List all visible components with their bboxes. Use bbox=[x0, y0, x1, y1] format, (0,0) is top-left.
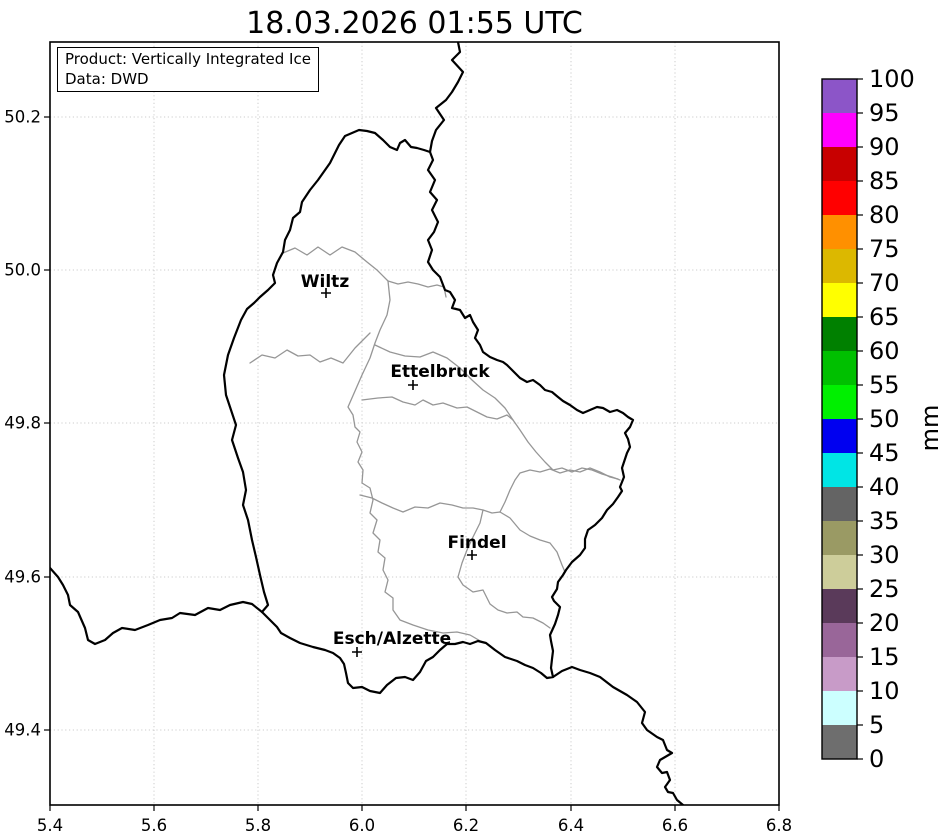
colorbar-cell bbox=[822, 283, 857, 317]
colorbar-tick-label: 5 bbox=[869, 711, 884, 739]
colorbar-cell bbox=[822, 725, 857, 759]
city-label: Esch/Alzette bbox=[333, 629, 451, 649]
colorbar-cell bbox=[822, 657, 857, 691]
canton-border-path bbox=[457, 509, 551, 629]
y-tick-label: 49.6 bbox=[4, 568, 41, 587]
x-tick-label: 6.4 bbox=[558, 816, 584, 835]
colorbar-tick-label: 85 bbox=[869, 167, 900, 195]
city-label: Findel bbox=[447, 533, 506, 553]
city-marker bbox=[352, 647, 362, 657]
canton-border-path bbox=[499, 467, 619, 513]
colorbar-unit-label: mm bbox=[916, 404, 944, 452]
colorbar-tick-label: 60 bbox=[869, 337, 900, 365]
product-info-box: Product: Vertically Integrated Ice Data:… bbox=[57, 47, 319, 93]
colorbar-tick-label: 80 bbox=[869, 201, 900, 229]
canton-border-path bbox=[282, 246, 447, 298]
country-border-path bbox=[428, 42, 465, 154]
city-label: Wiltz bbox=[301, 272, 350, 292]
x-tick-label: 6.8 bbox=[766, 816, 792, 835]
map-layer bbox=[50, 42, 685, 805]
colorbar-tick-label: 30 bbox=[869, 541, 900, 569]
country-border-path bbox=[551, 665, 685, 805]
colorbar-tick-label: 20 bbox=[869, 609, 900, 637]
x-tick-label: 5.4 bbox=[37, 816, 63, 835]
canton-border-path bbox=[359, 494, 566, 573]
x-tick-label: 6.6 bbox=[662, 816, 688, 835]
data-source-line: Data: DWD bbox=[65, 70, 149, 89]
y-tick-label: 49.4 bbox=[4, 721, 41, 740]
colorbar-cell bbox=[822, 215, 857, 249]
colorbar-tick-label: 40 bbox=[869, 473, 900, 501]
colorbar-tick-label: 35 bbox=[869, 507, 900, 535]
y-tick-label: 50.0 bbox=[4, 261, 41, 280]
colorbar-cell bbox=[822, 521, 857, 555]
x-tick-label: 5.8 bbox=[245, 816, 271, 835]
colorbar-tick-label: 90 bbox=[869, 133, 900, 161]
colorbar-cell bbox=[822, 113, 857, 147]
product-line: Product: Vertically Integrated Ice bbox=[65, 50, 311, 68]
colorbar-cell bbox=[822, 147, 857, 181]
colorbar-cell bbox=[822, 317, 857, 351]
colorbar-cell bbox=[822, 351, 857, 385]
x-tick-label: 6.2 bbox=[453, 816, 479, 835]
colorbar-cell bbox=[822, 249, 857, 283]
colorbar-cell bbox=[822, 555, 857, 589]
canton-border-path bbox=[347, 280, 483, 643]
colorbar-tick-label: 0 bbox=[869, 745, 884, 773]
colorbar-tick-label: 15 bbox=[869, 643, 900, 671]
colorbar-cell bbox=[822, 385, 857, 419]
colorbar-cell bbox=[822, 453, 857, 487]
y-tick-label: 49.8 bbox=[4, 414, 41, 433]
colorbar-tick-label: 95 bbox=[869, 99, 900, 127]
colorbar-tick-label: 45 bbox=[869, 439, 900, 467]
x-tick-label: 6.0 bbox=[349, 816, 375, 835]
canton-border-path bbox=[249, 332, 371, 364]
country-border-path bbox=[222, 128, 635, 695]
city-marker bbox=[321, 288, 331, 298]
colorbar-cell bbox=[822, 487, 857, 521]
colorbar-tick-label: 65 bbox=[869, 303, 900, 331]
colorbar-tick-label: 75 bbox=[869, 235, 900, 263]
colorbar-cell bbox=[822, 623, 857, 657]
colorbar-tick-label: 50 bbox=[869, 405, 900, 433]
colorbar-cell bbox=[822, 79, 857, 113]
y-tick-label: 50.2 bbox=[4, 108, 41, 127]
colorbar-cell bbox=[822, 589, 857, 623]
colorbar-tick-label: 10 bbox=[869, 677, 900, 705]
colorbar-tick-label: 70 bbox=[869, 269, 900, 297]
colorbar-tick-label: 55 bbox=[869, 371, 900, 399]
city-marker bbox=[408, 380, 418, 390]
colorbar-cell bbox=[822, 181, 857, 215]
city-label: Ettelbruck bbox=[390, 362, 490, 382]
figure-title: 18.03.2026 01:55 UTC bbox=[246, 6, 583, 41]
colorbar-tick-label: 100 bbox=[869, 65, 915, 93]
canton-border-path bbox=[361, 396, 514, 421]
colorbar-tick-label: 25 bbox=[869, 575, 900, 603]
canton-border-path bbox=[374, 344, 621, 481]
x-tick-label: 5.6 bbox=[141, 816, 167, 835]
colorbar-cell bbox=[822, 419, 857, 453]
country-border-path bbox=[50, 566, 264, 646]
city-marker bbox=[467, 550, 477, 560]
colorbar-cell bbox=[822, 691, 857, 725]
